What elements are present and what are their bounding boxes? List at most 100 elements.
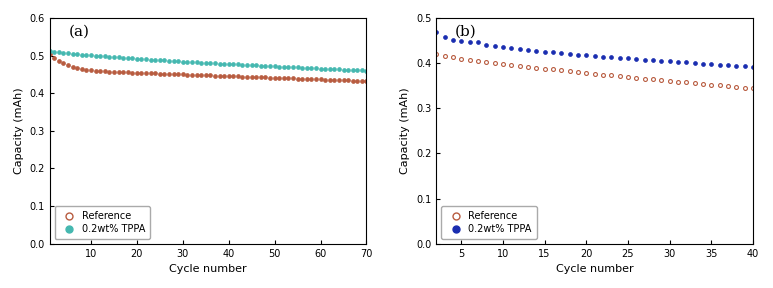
Reference xyxy=(715,84,724,87)
Reference xyxy=(440,54,449,58)
0.2wt% TPPA xyxy=(362,69,371,72)
0.2wt% TPPA xyxy=(523,48,533,52)
Reference xyxy=(649,78,658,81)
0.2wt% TPPA xyxy=(499,46,508,49)
Line: 0.2wt% TPPA: 0.2wt% TPPA xyxy=(48,49,369,73)
Reference xyxy=(490,61,499,65)
Reference xyxy=(316,78,325,81)
Reference xyxy=(473,59,482,62)
Reference xyxy=(690,82,700,85)
Reference xyxy=(673,80,683,84)
Reference xyxy=(523,65,533,69)
Reference xyxy=(431,52,441,56)
Reference xyxy=(665,79,674,83)
Line: 0.2wt% TPPA: 0.2wt% TPPA xyxy=(434,31,755,69)
0.2wt% TPPA xyxy=(707,62,716,66)
0.2wt% TPPA xyxy=(316,67,325,70)
Reference xyxy=(740,86,749,89)
Reference xyxy=(615,75,625,78)
Reference xyxy=(724,84,733,88)
Reference xyxy=(465,58,474,61)
0.2wt% TPPA xyxy=(748,65,758,68)
X-axis label: Cycle number: Cycle number xyxy=(556,264,633,274)
0.2wt% TPPA xyxy=(665,60,674,63)
0.2wt% TPPA xyxy=(312,67,321,70)
0.2wt% TPPA xyxy=(673,60,683,64)
Reference xyxy=(118,70,128,74)
Line: Reference: Reference xyxy=(434,52,755,90)
0.2wt% TPPA xyxy=(141,58,151,61)
Legend: Reference, 0.2wt% TPPA: Reference, 0.2wt% TPPA xyxy=(55,206,150,239)
0.2wt% TPPA xyxy=(548,51,557,54)
0.2wt% TPPA xyxy=(128,57,137,60)
0.2wt% TPPA xyxy=(482,43,491,47)
Reference xyxy=(623,75,632,79)
0.2wt% TPPA xyxy=(45,49,54,52)
0.2wt% TPPA xyxy=(506,46,516,50)
0.2wt% TPPA xyxy=(649,58,658,62)
0.2wt% TPPA xyxy=(682,61,691,64)
Reference xyxy=(482,60,491,64)
0.2wt% TPPA xyxy=(440,35,449,39)
0.2wt% TPPA xyxy=(540,50,550,53)
0.2wt% TPPA xyxy=(515,48,524,51)
0.2wt% TPPA xyxy=(724,63,733,67)
0.2wt% TPPA xyxy=(557,51,566,55)
Reference xyxy=(565,69,574,73)
0.2wt% TPPA xyxy=(598,55,608,58)
Reference xyxy=(557,69,566,72)
0.2wt% TPPA xyxy=(220,62,229,65)
Reference xyxy=(748,87,758,90)
0.2wt% TPPA xyxy=(615,56,625,60)
0.2wt% TPPA xyxy=(715,63,724,66)
0.2wt% TPPA xyxy=(465,40,474,43)
Reference xyxy=(499,62,508,66)
0.2wt% TPPA xyxy=(698,62,707,65)
Reference xyxy=(45,52,54,55)
Reference xyxy=(707,83,716,86)
Reference xyxy=(506,63,516,67)
0.2wt% TPPA xyxy=(431,31,441,34)
Text: (a): (a) xyxy=(69,25,90,39)
0.2wt% TPPA xyxy=(118,56,128,60)
Text: (b): (b) xyxy=(455,25,477,39)
0.2wt% TPPA xyxy=(457,39,466,43)
0.2wt% TPPA xyxy=(623,57,632,60)
Reference xyxy=(448,56,458,59)
Reference xyxy=(581,71,591,75)
Reference xyxy=(220,74,229,78)
Y-axis label: Capacity (mAh): Capacity (mAh) xyxy=(14,88,24,174)
0.2wt% TPPA xyxy=(448,38,458,41)
Reference xyxy=(515,64,524,68)
Reference xyxy=(632,76,641,79)
Reference xyxy=(312,77,321,81)
Reference xyxy=(732,85,741,89)
0.2wt% TPPA xyxy=(574,53,583,56)
X-axis label: Cycle number: Cycle number xyxy=(169,264,247,274)
Reference xyxy=(598,73,608,76)
Legend: Reference, 0.2wt% TPPA: Reference, 0.2wt% TPPA xyxy=(441,206,536,239)
Reference xyxy=(540,67,550,70)
0.2wt% TPPA xyxy=(740,65,749,68)
Reference xyxy=(607,74,616,77)
Reference xyxy=(548,68,557,71)
Reference xyxy=(682,81,691,84)
Reference xyxy=(640,77,649,80)
Reference xyxy=(656,78,666,82)
0.2wt% TPPA xyxy=(640,58,649,61)
Reference xyxy=(457,57,466,60)
Reference xyxy=(362,79,371,83)
Reference xyxy=(574,70,583,74)
0.2wt% TPPA xyxy=(732,64,741,67)
0.2wt% TPPA xyxy=(473,41,482,44)
Reference xyxy=(128,71,137,74)
0.2wt% TPPA xyxy=(581,54,591,57)
Line: Reference: Reference xyxy=(48,52,369,83)
0.2wt% TPPA xyxy=(632,57,641,61)
Reference xyxy=(532,66,541,69)
0.2wt% TPPA xyxy=(607,55,616,59)
0.2wt% TPPA xyxy=(532,49,541,52)
0.2wt% TPPA xyxy=(565,52,574,56)
Reference xyxy=(698,82,707,86)
Y-axis label: Capacity (mAh): Capacity (mAh) xyxy=(400,88,410,174)
